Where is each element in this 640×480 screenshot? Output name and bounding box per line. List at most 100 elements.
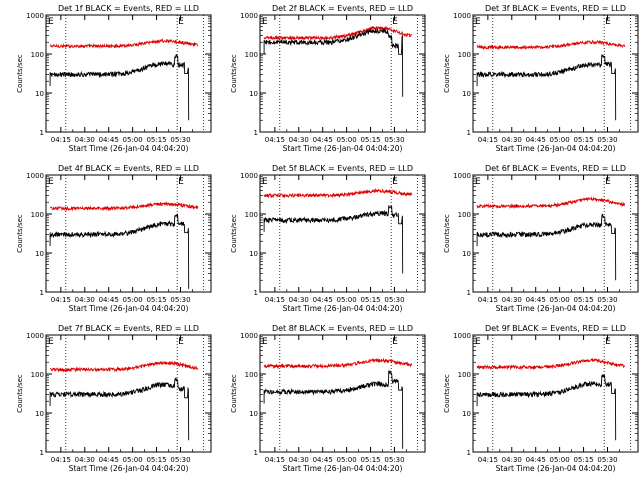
marker-label-end: E	[392, 17, 398, 27]
marker-label-end: E	[605, 177, 611, 187]
x-axis-label: Start Time (26-Jan-04 04:04:20)	[283, 304, 403, 313]
x-tick-label: 05:30	[384, 296, 404, 304]
lld-series-line	[263, 357, 413, 370]
marker-label-start: E	[48, 337, 54, 347]
plot-frame	[259, 174, 426, 293]
x-tick-label: 05:15	[573, 136, 593, 144]
y-tick-label: 1	[254, 129, 258, 137]
x-tick-label: 04:15	[265, 296, 285, 304]
y-tick-label: 1	[40, 449, 44, 457]
detector-panel-6: Det 6f BLACK = Events, RED = LLD 1 10 100 10…	[443, 164, 639, 313]
events-series-line	[263, 204, 404, 274]
events-series-line	[263, 370, 404, 449]
x-tick-label: 05:00	[337, 456, 357, 464]
detector-panel-8: Det 8f BLACK = Events, RED = LLD 1 10 100 10…	[230, 324, 426, 473]
x-tick-label: 04:30	[502, 296, 522, 304]
detector-panel-4: Det 4f BLACK = Events, RED = LLD 1 10 100 10…	[16, 164, 212, 313]
marker-label-start: E	[475, 17, 481, 27]
x-tick-label: 04:45	[526, 456, 546, 464]
x-tick-label: 05:30	[384, 456, 404, 464]
y-tick-label: 1	[254, 289, 258, 297]
y-tick-label: 10	[249, 90, 258, 98]
marker-label-start: E	[262, 17, 268, 27]
x-axis-label: Start Time (26-Jan-04 04:04:20)	[69, 304, 189, 313]
lld-series-line	[476, 39, 626, 51]
plot-frame	[472, 174, 639, 293]
marker-label-start: E	[475, 337, 481, 347]
panel-title: Det 2f BLACK = Events, RED = LLD	[272, 4, 413, 13]
x-tick-label: 04:45	[313, 456, 333, 464]
x-tick-label: 05:15	[146, 456, 166, 464]
x-tick-label: 05:15	[360, 136, 380, 144]
x-tick-label: 05:15	[146, 136, 166, 144]
marker-label-end: E	[605, 17, 611, 27]
x-axis-label: Start Time (26-Jan-04 04:04:20)	[496, 304, 616, 313]
x-tick-label: 05:00	[123, 456, 143, 464]
marker-label-end: E	[392, 337, 398, 347]
x-axis-label: Start Time (26-Jan-04 04:04:20)	[283, 144, 403, 153]
panel-title: Det 3f BLACK = Events, RED = LLD	[485, 4, 626, 13]
lld-series-line	[50, 200, 199, 212]
x-axis-label: Start Time (26-Jan-04 04:04:20)	[69, 144, 189, 153]
x-tick-label: 05:00	[337, 296, 357, 304]
detector-panel-7: Det 7f BLACK = Events, RED = LLD 1 10 100 10…	[16, 324, 212, 473]
x-tick-label: 04:15	[478, 136, 498, 144]
plot-frame	[259, 334, 426, 453]
x-tick-label: 05:30	[597, 136, 617, 144]
marker-label-end: E	[178, 17, 184, 27]
y-tick-label: 1000	[240, 12, 258, 20]
detector-panel-5: Det 5f BLACK = Events, RED = LLD 1 10 100 10…	[230, 164, 426, 313]
y-axis-label: Counts/sec	[16, 374, 24, 413]
panel-title: Det 9f BLACK = Events, RED = LLD	[485, 324, 626, 333]
y-tick-label: 1000	[453, 12, 471, 20]
x-tick-label: 04:45	[99, 456, 119, 464]
x-tick-label: 04:15	[265, 136, 285, 144]
y-axis-label: Counts/sec	[443, 54, 451, 93]
x-tick-label: 04:30	[289, 296, 309, 304]
marker-label-end: E	[392, 177, 398, 187]
y-tick-label: 10	[249, 250, 258, 258]
y-tick-label: 100	[245, 211, 258, 219]
y-axis-label: Counts/sec	[230, 374, 238, 413]
x-tick-label: 05:30	[384, 136, 404, 144]
x-tick-label: 05:30	[170, 296, 190, 304]
x-tick-label: 05:15	[146, 296, 166, 304]
y-tick-label: 1	[40, 289, 44, 297]
x-tick-label: 04:15	[478, 296, 498, 304]
y-tick-label: 1	[40, 129, 44, 137]
x-tick-label: 04:45	[526, 136, 546, 144]
marker-label-start: E	[262, 177, 268, 187]
events-series-line	[49, 377, 190, 441]
events-series-line	[476, 213, 617, 281]
x-tick-label: 04:30	[502, 456, 522, 464]
x-tick-label: 05:15	[360, 296, 380, 304]
x-tick-label: 05:00	[123, 296, 143, 304]
lld-series-line	[476, 357, 626, 371]
x-tick-label: 05:00	[550, 456, 570, 464]
y-tick-label: 100	[245, 51, 258, 59]
x-tick-label: 04:45	[99, 136, 119, 144]
detector-panel-9: Det 9f BLACK = Events, RED = LLD 1 10 100 10…	[443, 324, 639, 473]
y-axis-label: Counts/sec	[16, 54, 24, 93]
x-tick-label: 04:30	[75, 136, 95, 144]
x-tick-label: 04:15	[265, 456, 285, 464]
x-tick-label: 05:15	[360, 456, 380, 464]
x-tick-label: 04:45	[526, 296, 546, 304]
x-tick-label: 04:15	[51, 456, 71, 464]
y-tick-label: 1	[254, 449, 258, 457]
x-tick-label: 04:30	[75, 456, 95, 464]
x-tick-label: 05:15	[573, 456, 593, 464]
marker-label-start: E	[475, 177, 481, 187]
y-tick-label: 1000	[26, 172, 44, 180]
y-tick-label: 100	[31, 371, 44, 379]
x-tick-label: 05:00	[337, 136, 357, 144]
y-axis-label: Counts/sec	[443, 374, 451, 413]
y-axis-label: Counts/sec	[230, 214, 238, 253]
x-tick-label: 05:00	[550, 296, 570, 304]
x-tick-label: 04:45	[313, 136, 333, 144]
y-tick-label: 10	[462, 410, 471, 418]
y-tick-label: 10	[35, 90, 44, 98]
x-tick-label: 05:30	[170, 456, 190, 464]
y-tick-label: 1000	[26, 12, 44, 20]
